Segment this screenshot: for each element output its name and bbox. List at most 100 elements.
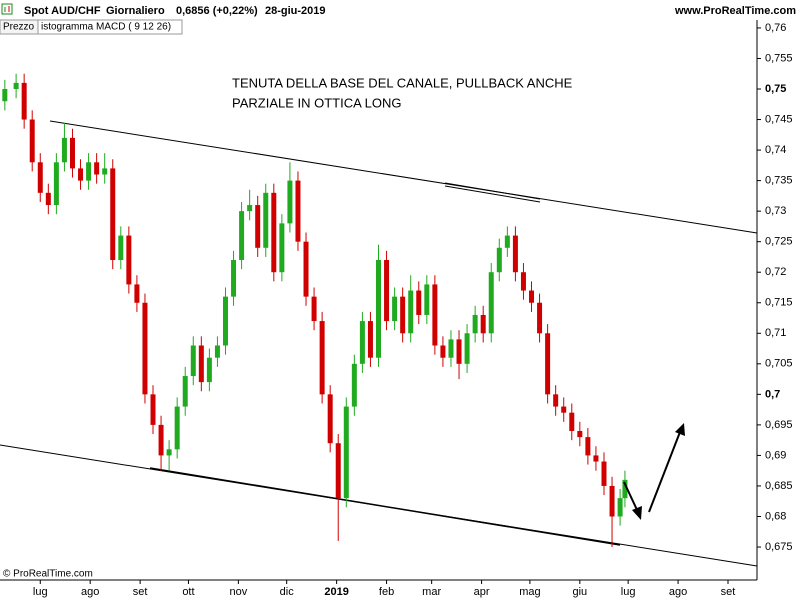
- candle-body: [408, 290, 414, 334]
- candle-body: [142, 302, 148, 395]
- y-tick-label: 0,74: [765, 144, 786, 156]
- candle-body: [13, 82, 19, 90]
- x-tick-label: set: [721, 586, 736, 598]
- y-tick-label: 0,76: [765, 22, 786, 34]
- candle-body: [424, 284, 430, 315]
- candle-body: [78, 168, 84, 181]
- arrow-head: [675, 423, 685, 436]
- candle-body: [545, 333, 551, 395]
- y-tick-label: 0,695: [765, 419, 793, 431]
- y-tick-label: 0,675: [765, 541, 793, 553]
- x-tick-label: ott: [182, 586, 194, 598]
- candle-body: [553, 394, 559, 407]
- candle-body: [593, 455, 599, 462]
- candle-body: [561, 406, 567, 413]
- x-tick-label: ago: [669, 586, 687, 598]
- candle-body: [158, 424, 164, 456]
- candle-body: [311, 296, 317, 322]
- candle-body: [21, 82, 27, 120]
- candle-body: [335, 443, 341, 499]
- candle-body: [529, 290, 535, 303]
- candle-body: [263, 192, 269, 248]
- candle-body: [359, 321, 365, 364]
- candle-body: [29, 119, 35, 163]
- candle-body: [609, 485, 615, 517]
- candle-body: [174, 406, 180, 450]
- tab-label[interactable]: istogramma MACD ( 9 12 26): [41, 22, 171, 33]
- x-tick-label: lug: [621, 586, 636, 598]
- candle-body: [488, 272, 494, 334]
- candle-body: [400, 296, 406, 334]
- icon: [1, 3, 13, 15]
- candle-body: [166, 449, 172, 456]
- arrow: [623, 481, 639, 513]
- y-tick-label: 0,735: [765, 175, 793, 187]
- candle-body: [384, 260, 390, 322]
- candle-body: [416, 290, 422, 315]
- candle-body: [351, 363, 357, 407]
- candle-body: [61, 137, 67, 163]
- x-tick-label: dic: [280, 586, 295, 598]
- candle-body: [569, 412, 575, 431]
- y-tick-label: 0,7: [765, 388, 780, 400]
- candle-body: [271, 192, 277, 273]
- candle-body: [622, 479, 628, 499]
- x-tick-label: set: [133, 586, 148, 598]
- candle-body: [392, 296, 398, 322]
- candle-body: [110, 168, 116, 260]
- candle-body: [448, 339, 454, 358]
- candle-body: [37, 162, 43, 193]
- candle-body: [198, 345, 204, 383]
- y-tick-label: 0,745: [765, 113, 793, 125]
- arrow-head: [632, 506, 642, 520]
- y-tick-label: 0,755: [765, 52, 793, 64]
- tab-label[interactable]: Prezzo: [3, 22, 35, 33]
- candle-body: [53, 162, 59, 206]
- candle-body: [206, 357, 212, 383]
- candle-body: [190, 345, 196, 377]
- candle-body: [2, 89, 8, 102]
- y-tick-label: 0,705: [765, 358, 793, 370]
- support-line: [149, 467, 621, 546]
- candle-body: [247, 205, 253, 212]
- y-tick-label: 0,715: [765, 297, 793, 309]
- candle-body: [118, 235, 124, 260]
- candle-body: [464, 333, 470, 364]
- candle-body: [214, 345, 220, 358]
- candle-body: [182, 376, 188, 407]
- tab[interactable]: [37, 19, 183, 35]
- x-tick-label: lug: [33, 586, 48, 598]
- candle-body: [520, 272, 526, 291]
- candle-body: [150, 394, 156, 425]
- candle-body: [376, 260, 381, 358]
- candle-body: [69, 137, 75, 169]
- y-tick-label: 0,685: [765, 480, 793, 492]
- candle-body: [432, 284, 438, 346]
- x-tick-label: 2019: [324, 586, 348, 598]
- x-tick-label: mag: [519, 586, 540, 598]
- y-tick-label: 0,69: [765, 449, 786, 461]
- y-tick-label: 0,72: [765, 266, 786, 278]
- x-tick-label: apr: [474, 586, 490, 598]
- candle-body: [319, 321, 325, 395]
- candle-body: [512, 235, 518, 273]
- y-tick-label: 0,73: [765, 205, 786, 217]
- candle-body: [601, 461, 607, 486]
- candle-body: [231, 260, 237, 297]
- date: 28-giu-2019: [265, 5, 326, 17]
- y-tick-label: 0,75: [765, 83, 786, 95]
- candle-body: [102, 168, 108, 175]
- x-tick-label: ago: [81, 586, 99, 598]
- channel-mark: [444, 185, 541, 203]
- candle-body: [327, 394, 333, 444]
- candle-body: [496, 247, 502, 273]
- candle-body: [577, 430, 583, 438]
- channel-top: [49, 120, 758, 234]
- arrow: [648, 431, 681, 513]
- candle-body: [222, 296, 228, 346]
- footer: © ProRealTime.com: [3, 569, 93, 580]
- annotation: PARZIALE IN OTTICA LONG: [232, 95, 402, 110]
